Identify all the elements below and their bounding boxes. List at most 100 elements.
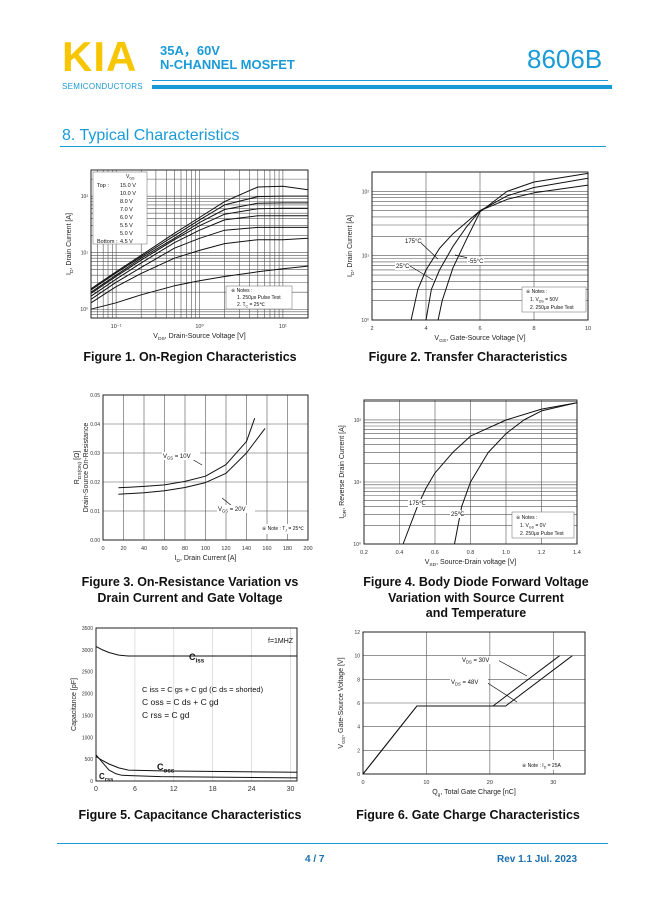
header-rule-thick (152, 85, 612, 89)
x-tick-label: 1.4 (573, 550, 581, 556)
figure-2-chart: 2 4 6 8 10 10⁰ 10¹ 10² VGS, Gate-Source Voltage … (347, 171, 591, 344)
annotation-label: C oss = C ds + C gd (142, 697, 219, 707)
annotation-arrow (419, 241, 439, 260)
y-tick-label: 10² (354, 418, 362, 424)
annotation-label: -55°C (468, 259, 484, 265)
figure-5-caption: Figure 5. Capacitance Characteristics (78, 808, 302, 822)
x-tick-label: 180 (283, 546, 292, 552)
x-tick-label: 200 (303, 546, 312, 552)
annotation-label: 7.0 V (120, 207, 133, 213)
series-line (95, 645, 297, 657)
y-tick-label: 0.03 (90, 451, 100, 457)
figure-3-chart: 0 20 40 60 80 100 120 140 160 180 200 0.00 0.01 0.02 0… (74, 393, 313, 564)
plot-frame (95, 627, 298, 782)
x-tick-label: 0.2 (360, 550, 368, 556)
series-line (410, 184, 589, 321)
header-rule-thin (152, 80, 608, 81)
figure-1-chart: 10⁻¹ 10⁰ 10¹ 10⁰ 10¹ 10² VDS, Drain-Source Vol… (66, 169, 309, 342)
figure-4-caption-line3: and Temperature (425, 606, 527, 620)
series-line (362, 655, 560, 775)
y-tick-label: 4 (357, 725, 360, 731)
figure-2-caption: Figure 2. Transfer Characteristics (368, 350, 568, 364)
series-line (90, 265, 309, 310)
x-axis-label: Qg, Total Gate Charge [nC] (432, 789, 516, 798)
series-line (118, 418, 256, 489)
y-tick-label: 1000 (82, 735, 93, 741)
x-tick-label: 0.6 (431, 550, 439, 556)
section-title: 8. Typical Characteristics (62, 127, 240, 144)
series-line (90, 215, 308, 297)
x-tick-label: 30 (550, 780, 556, 786)
plot-frame (371, 171, 589, 321)
annotation-label: 10.0 V (120, 191, 136, 197)
section-rule (60, 146, 606, 147)
x-tick-label: 6 (478, 326, 481, 332)
x-tick-label: 160 (262, 546, 271, 552)
x-tick-label: 1.2 (538, 550, 546, 556)
annotation-arrow (409, 265, 434, 281)
x-tick-label: 10¹ (279, 324, 287, 330)
annotation-label: 1. 250μs Pulse Test (237, 295, 281, 301)
annotation-label: ※ Notes : (516, 515, 537, 521)
x-tick-label: 6 (133, 786, 137, 793)
annotation-label: VDS = 48V (451, 680, 478, 687)
annotation-label: 15.0 V (120, 183, 136, 189)
annotation-label: 5.5 V (120, 223, 133, 229)
annotation-label: Top : (97, 183, 109, 189)
x-axis-label: VDS, Drain-Source Voltage [V] (153, 333, 245, 342)
y-tick-label: 3500 (82, 626, 93, 632)
figure-4-chart: 0.2 0.4 0.6 0.8 1.0 1.2 1.4 10⁰ 10¹ 10² VSD, Sourc… (339, 399, 581, 568)
annotation-label: Crss (99, 772, 113, 783)
annotation-label: Ciss (189, 652, 205, 664)
y-tick-label: 500 (85, 757, 94, 763)
y-tick-label: 10⁰ (361, 318, 369, 324)
x-tick-label: 30 (287, 786, 295, 793)
label-bg (461, 656, 499, 664)
annotation-label: 175℃ (409, 501, 426, 507)
series-line (437, 172, 589, 321)
series-line (362, 655, 573, 775)
y-tick-label: 10² (362, 189, 370, 195)
annotation-label: 6.0 V (120, 215, 133, 221)
y-tick-label: 2 (357, 748, 360, 754)
y-tick-label: 2000 (82, 692, 93, 698)
part-number: 8606B (527, 44, 603, 74)
y-axis-label: ID, Drain Current [A] (347, 215, 356, 277)
annotation-label: Coss (157, 762, 175, 774)
annotation-label: 25°C (396, 264, 410, 270)
x-tick-label: 18 (209, 786, 217, 793)
figure-3-caption-line2: Drain Current and Gate Voltage (97, 591, 283, 605)
y-tick-label: 8 (357, 677, 360, 683)
y-tick-label: 10¹ (354, 480, 362, 486)
x-tick-label: 140 (242, 546, 251, 552)
x-tick-label: 20 (487, 780, 493, 786)
y-axis-label: ID, Drain Current [A] (66, 213, 75, 275)
annotation-arrow (221, 497, 233, 507)
series-line (454, 402, 578, 545)
annotation-label: C rss = C gd (142, 710, 190, 720)
y-axis-label: RDS(ON) [Ω] Drain-Source On-Resistance (74, 423, 90, 513)
figure-5-chart: 0 6 12 18 24 30 0 500 1000 1500 2000 2500 3000 3500 Ca… (71, 626, 298, 793)
annotation-label: 8.0 V (120, 199, 133, 205)
x-tick-label: 20 (120, 546, 126, 552)
x-tick-label: 4 (424, 326, 427, 332)
x-axis-label: VSD, Source-Drain voltage [V] (425, 559, 517, 568)
page-number: 4 / 7 (305, 854, 325, 865)
logo-subtitle: SEMICONDUCTORS (62, 82, 143, 91)
figure-3-caption-line1: Figure 3. On-Resistance Variation vs (81, 575, 299, 589)
y-tick-label: 0.02 (90, 480, 100, 486)
annotation-label: VGS = 10V (163, 454, 191, 461)
figure-4-caption-line1: Figure 4. Body Diode Forward Voltage (363, 575, 589, 589)
annotation-label: C iss = C gs + C gd (C ds = shorted) (142, 685, 264, 694)
series-line (95, 756, 298, 773)
x-tick-label: 2 (370, 326, 373, 332)
annotation-arrow (495, 658, 528, 677)
annotation-label: ※ Note : ID = 25A (522, 763, 561, 769)
annotation-label: ※ Note : TJ = 25℃ (262, 526, 304, 532)
label-bg (404, 237, 421, 245)
label-bg (217, 505, 255, 513)
label-bg (450, 678, 488, 686)
y-tick-label: 0 (90, 779, 93, 785)
series-line (90, 185, 309, 290)
